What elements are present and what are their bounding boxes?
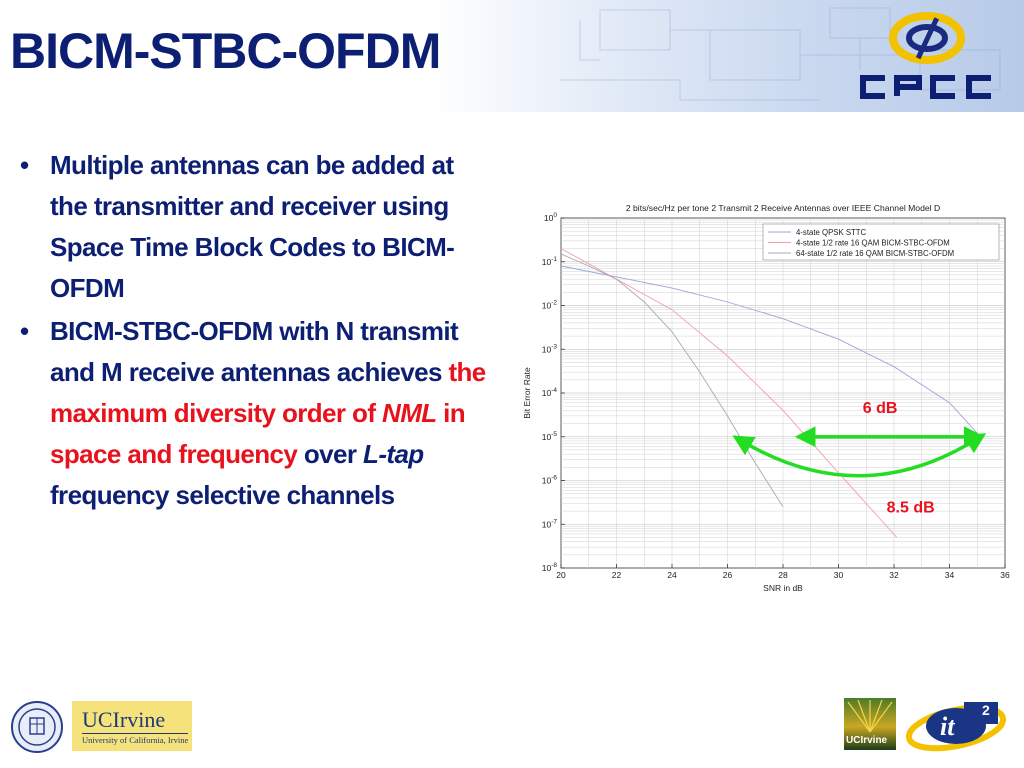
y-tick-label: 10-4 bbox=[542, 387, 558, 398]
bullet-text-part: over bbox=[297, 439, 364, 469]
bullet-item: • Multiple antennas can be added at the … bbox=[20, 145, 495, 309]
bullet-list: • Multiple antennas can be added at the … bbox=[20, 145, 495, 516]
y-tick-label: 10-3 bbox=[542, 343, 558, 354]
uc-seal-logo bbox=[10, 700, 64, 754]
bullet-marker: • bbox=[20, 316, 29, 346]
series-line-1 bbox=[560, 265, 978, 434]
highlight-text-italic: NML bbox=[382, 398, 437, 428]
bullet-text-part: BICM-STBC-OFDM with N transmit and M rec… bbox=[50, 316, 459, 387]
x-tick-label: 30 bbox=[834, 570, 844, 580]
y-tick-label: 10-5 bbox=[542, 431, 558, 442]
y-tick-label: 10-2 bbox=[542, 300, 558, 311]
cpcc-logo bbox=[855, 8, 1015, 104]
highlight-text: the maximum diversity order of bbox=[50, 357, 486, 428]
series-line-2 bbox=[560, 248, 898, 538]
x-tick-label: 24 bbox=[667, 570, 677, 580]
legend-label: 4-state 1/2 rate 16 QAM BICM-STBC-OFDM bbox=[796, 239, 950, 248]
it2-logo: it 2 bbox=[904, 700, 1008, 752]
it2-wordmark: it bbox=[940, 712, 955, 741]
header-band bbox=[0, 0, 1024, 112]
it2-superscript: 2 bbox=[982, 702, 990, 718]
chart-legend: 4-state QPSK STTC 4-state 1/2 rate 16 QAM… bbox=[762, 223, 1000, 261]
uc-irvine-wordmark: UCIrvine bbox=[82, 707, 166, 732]
legend-label: 64-state 1/2 rate 16 QAM BICM-STBC-OFDM bbox=[796, 249, 954, 258]
cpcc-emblem-icon bbox=[889, 12, 965, 64]
bullet-item: • BICM-STBC-OFDM with N transmit and M r… bbox=[20, 311, 495, 516]
bullet-text: Multiple antennas can be added at the tr… bbox=[50, 150, 455, 303]
uc-irvine-logo: UCIrvine University of California, Irvin… bbox=[72, 701, 192, 751]
y-tick-label: 10-6 bbox=[542, 475, 558, 486]
uc-irvine-small-logo: UCIrvine bbox=[844, 698, 896, 750]
uc-irvine-subtitle: University of California, Irvine bbox=[82, 733, 189, 745]
x-tick-label: 32 bbox=[889, 570, 899, 580]
ber-chart: 20 22 24 26 28 30 32 34 36 100 10-1 10-2 10-3 10-4 10-… bbox=[518, 198, 1018, 598]
x-tick-label: 28 bbox=[778, 570, 788, 580]
x-tick-label: 34 bbox=[945, 570, 955, 580]
uc-irvine-small-label: UCIrvine bbox=[846, 735, 888, 746]
x-tick-label: 20 bbox=[556, 570, 566, 580]
highlight-text: in space and frequency bbox=[50, 398, 466, 469]
ber-chart-svg: 20 22 24 26 28 30 32 34 36 100 10-1 10-2 10-3 10-4 10-… bbox=[522, 203, 1010, 593]
slide-title: BICM-STBC-OFDM bbox=[10, 23, 441, 79]
bullet-text-part: frequency selective channels bbox=[50, 480, 395, 510]
x-tick-label: 36 bbox=[1000, 570, 1010, 580]
legend-label: 4-state QPSK STTC bbox=[796, 228, 867, 237]
y-tick-label: 100 bbox=[544, 212, 557, 223]
x-tick-label: 22 bbox=[612, 570, 622, 580]
annotation-6db: 6 dB bbox=[863, 400, 898, 417]
chart-title: 2 bits/sec/Hz per tone 2 Transmit 2 Rece… bbox=[626, 203, 940, 213]
y-axis-label: Bit Error Rate bbox=[522, 367, 532, 419]
grid bbox=[561, 218, 1005, 568]
italic-text: L-tap bbox=[363, 439, 424, 469]
circuit-background bbox=[560, 7, 1001, 101]
x-tick-label: 26 bbox=[723, 570, 733, 580]
bullet-marker: • bbox=[20, 150, 29, 180]
y-tick-label: 10-7 bbox=[542, 518, 558, 529]
annotation-8p5db: 8.5 dB bbox=[887, 500, 935, 517]
8p5db-arrow bbox=[732, 433, 987, 478]
legend-box bbox=[762, 223, 1000, 261]
sunburst-icon bbox=[847, 699, 893, 733]
x-axis-label: SNR in dB bbox=[763, 583, 803, 593]
y-tick-label: 10-8 bbox=[542, 562, 558, 573]
y-tick-label: 10-1 bbox=[542, 256, 558, 267]
